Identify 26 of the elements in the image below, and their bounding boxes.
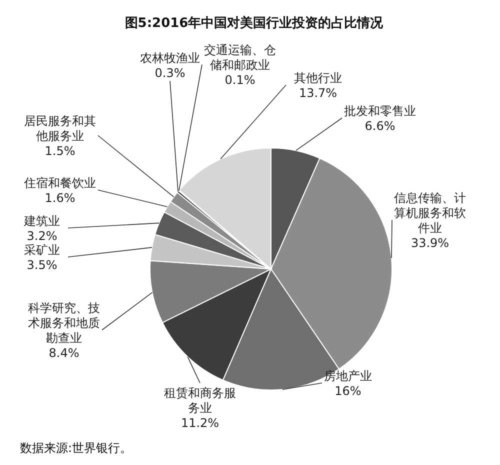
slice-label: 住宿和餐饮业 [23,176,96,190]
data-label: 1.6% [44,191,76,205]
data-label: 33.9% [410,236,450,250]
slice-label: 其他行业 [294,71,342,85]
slice-label: 批发和零售业 [344,104,416,118]
slice-label: 采矿业 [24,243,60,257]
data-label: 6.6% [364,119,396,133]
slice-label: 农林牧渔业 [140,51,200,65]
data-label: 3.2% [26,229,58,243]
data-label: 13.7% [298,86,338,100]
data-label: 0.1% [224,73,256,87]
data-label: 3.5% [26,258,58,272]
data-label: 8.4% [48,346,80,360]
source-note: 数据来源:世界银行。 [20,440,132,457]
data-label: 16% [334,384,362,398]
slice-label: 房地产业 [324,369,372,383]
data-label: 0.3% [154,66,186,80]
data-label: 1.5% [44,144,76,158]
chart-title: 图5:2016年中国对美国行业投资的占比情况 [124,14,384,32]
slice-label: 科学研究、技术服务和地质勘查业 [28,301,100,345]
slice-label: 建筑业 [23,214,60,228]
slice-label: 交通运输、仓储和邮政业 [204,43,276,72]
slice-label: 居民服务和其他服务业 [24,114,96,143]
slice-label: 租赁和商务服务业 [164,386,236,415]
data-label: 11.2% [180,416,220,430]
slice-label: 信息传输、计算机服务和软件业 [394,191,466,235]
